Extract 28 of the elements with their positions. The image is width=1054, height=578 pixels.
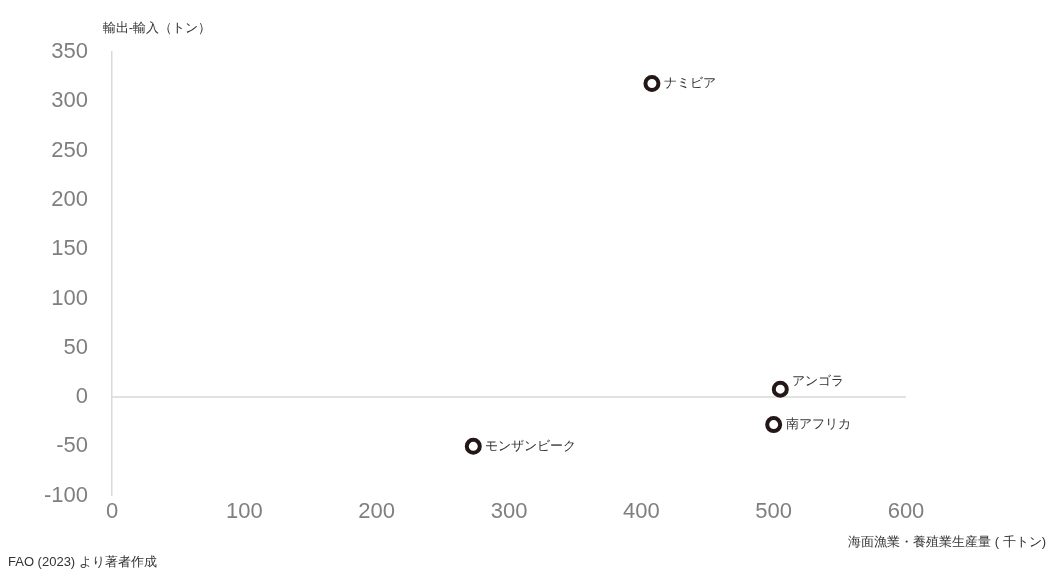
y-tick-label: 200 [51,185,89,211]
point [765,416,783,434]
x-tick-label: 100 [226,497,263,523]
y-tick-label: 150 [51,235,89,261]
point [643,75,661,93]
point [771,380,789,398]
annotation: モンザンビーク [485,437,577,453]
annotation: アンゴラ [792,372,845,388]
y-tick-label: 100 [51,284,89,310]
x-tick-label: 0 [105,497,119,523]
annotation: 南アフリカ [785,416,851,432]
y-tick-label: 50 [63,333,89,359]
y-tick-label: -100 [43,481,89,507]
y-tick-label: 250 [51,136,89,162]
annotation: ナミビア [663,75,716,91]
y-tick-label: 300 [51,87,89,113]
y-axis-title: 輸出-輸入（トン） [102,19,212,35]
point [464,437,482,455]
y-tick-label: 0 [75,383,89,409]
text: FAO (2023) より著者作成 [8,553,157,569]
x-axis-title: 海面漁業・養殖業生産量 ( 千トン) [848,533,1046,549]
x-tick-label: 500 [755,497,793,523]
y-tick-label: -50 [56,432,89,458]
y-tick-label: 350 [51,38,89,64]
x-tick-label: 200 [358,497,396,523]
x-tick-label: 300 [490,497,528,523]
x-tick-label: 400 [622,497,660,523]
x-tick-label: 600 [887,497,925,523]
